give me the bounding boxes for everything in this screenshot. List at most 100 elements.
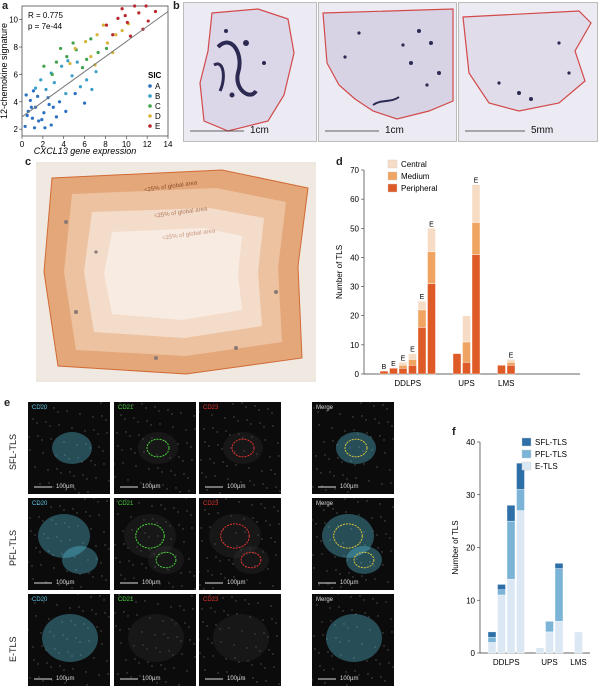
x-tick-label: 10 — [122, 140, 131, 149]
bar-segment — [487, 642, 497, 654]
tissue-image-2: 1cm — [318, 2, 457, 142]
bar-segment — [471, 222, 481, 255]
legend-label: E-TLS — [535, 462, 558, 471]
scatter-point — [144, 4, 148, 8]
fluor-image-sfl-tls-merge: Merge 100µm — [312, 402, 394, 494]
y-tick-label: 4 — [14, 98, 19, 107]
scatter-point — [133, 4, 137, 8]
bar-segment — [506, 520, 516, 580]
bar-segment — [574, 631, 583, 654]
legend-label: Peripheral — [401, 184, 438, 193]
legend-swatch — [148, 84, 152, 88]
channel-label: Merge — [316, 501, 334, 507]
legend-label: Central — [401, 160, 427, 169]
bar-segment — [497, 365, 506, 375]
scatter-point — [51, 105, 55, 109]
bar-label: E — [420, 294, 425, 301]
y-axis-label: Number of TLS — [451, 520, 460, 574]
bar-segment — [408, 365, 417, 375]
scale-bar-label: 100µm — [56, 676, 75, 682]
fluor-image-e-tls-cd21: CD21 100µm — [114, 594, 196, 686]
scatter-point — [120, 7, 124, 11]
legend-label: D — [155, 112, 161, 121]
y-tick-label: 20 — [350, 312, 359, 321]
channel-label: CD23 — [203, 501, 219, 507]
scatter-point — [146, 19, 150, 23]
bar-label: E — [401, 355, 406, 362]
scatter-point — [32, 126, 37, 130]
scale-label-2: 1cm — [385, 125, 404, 136]
legend-swatch — [148, 114, 152, 118]
stat-annotation: p = 7e-44 — [28, 22, 63, 31]
bar-segment — [427, 251, 436, 284]
scatter-point — [42, 64, 46, 68]
legend-label: C — [155, 102, 161, 111]
bar-segment — [379, 370, 389, 375]
y-tick-label: 10 — [350, 341, 359, 350]
scatter-point — [84, 39, 88, 44]
row-label-sfl-tls: SFL-TLS — [8, 433, 18, 470]
scatter-point — [25, 113, 29, 118]
bar-segment — [506, 359, 516, 363]
y-tick-label: 40 — [350, 253, 359, 262]
scatter-point — [24, 93, 28, 97]
bar-label: E — [410, 347, 415, 354]
scatter-point — [89, 55, 93, 59]
bar-segment — [408, 353, 417, 360]
bar-segment — [516, 462, 525, 490]
x-tick-label: 14 — [164, 140, 173, 149]
group-label: UPS — [541, 658, 557, 667]
bar-segment — [516, 489, 525, 511]
y-tick-label: 8 — [14, 43, 19, 52]
bar-segment — [417, 309, 427, 328]
bar-segment — [497, 594, 506, 654]
scatter-point — [123, 13, 127, 18]
legend-swatch — [387, 183, 398, 193]
bar-label: E — [391, 361, 396, 368]
x-tick-label: 4 — [61, 140, 66, 149]
scatter-point — [52, 81, 56, 85]
bar-segment — [398, 362, 408, 366]
panel-letter-b: b — [173, 0, 180, 12]
scatter-point — [23, 124, 27, 129]
bar-segment — [516, 510, 525, 654]
legend-label: A — [155, 82, 161, 91]
scatter-point — [78, 85, 82, 89]
y-tick-label: 10 — [466, 596, 475, 605]
scatter-point — [104, 46, 109, 51]
bar-segment — [408, 359, 417, 366]
scatter-point — [68, 61, 72, 66]
scatter-point — [94, 70, 98, 74]
scatter-point — [54, 60, 59, 64]
scatter-point — [33, 86, 38, 90]
scatter-point — [137, 11, 141, 15]
regression-line — [21, 11, 169, 118]
channel-label: CD20 — [32, 597, 48, 603]
legend-swatch — [148, 104, 152, 108]
bar-segment — [462, 341, 471, 363]
legend-swatch — [148, 124, 152, 128]
scatter-point — [42, 111, 46, 115]
scatter-point — [65, 55, 69, 59]
y-tick-label: 50 — [350, 224, 359, 233]
bar-segment — [452, 353, 462, 375]
legend-label: Medium — [401, 172, 430, 181]
scatter-point — [105, 41, 110, 45]
y-tick-label: 0 — [355, 370, 360, 379]
bar-segment — [506, 365, 516, 375]
bar-label: E — [474, 178, 479, 185]
scatter-point — [31, 89, 36, 93]
scatter-point — [64, 109, 68, 113]
legend-label: B — [155, 92, 160, 101]
scatter-point — [54, 115, 59, 119]
fluor-image-sfl-tls-cd21: CD21 100µm — [114, 402, 196, 494]
channel-label: CD20 — [32, 501, 48, 507]
bar-segment — [497, 589, 506, 596]
scatter-point — [49, 123, 53, 127]
bar-label: E — [429, 221, 434, 228]
channel-label: CD23 — [203, 405, 219, 411]
scatter-point — [111, 33, 115, 37]
stacked-bar-chart-tls-types: 0 10 20 30 40 Number of TLS DDLPS UPS LMS SFL-TLS… — [451, 437, 590, 667]
scatter-point — [73, 91, 77, 96]
